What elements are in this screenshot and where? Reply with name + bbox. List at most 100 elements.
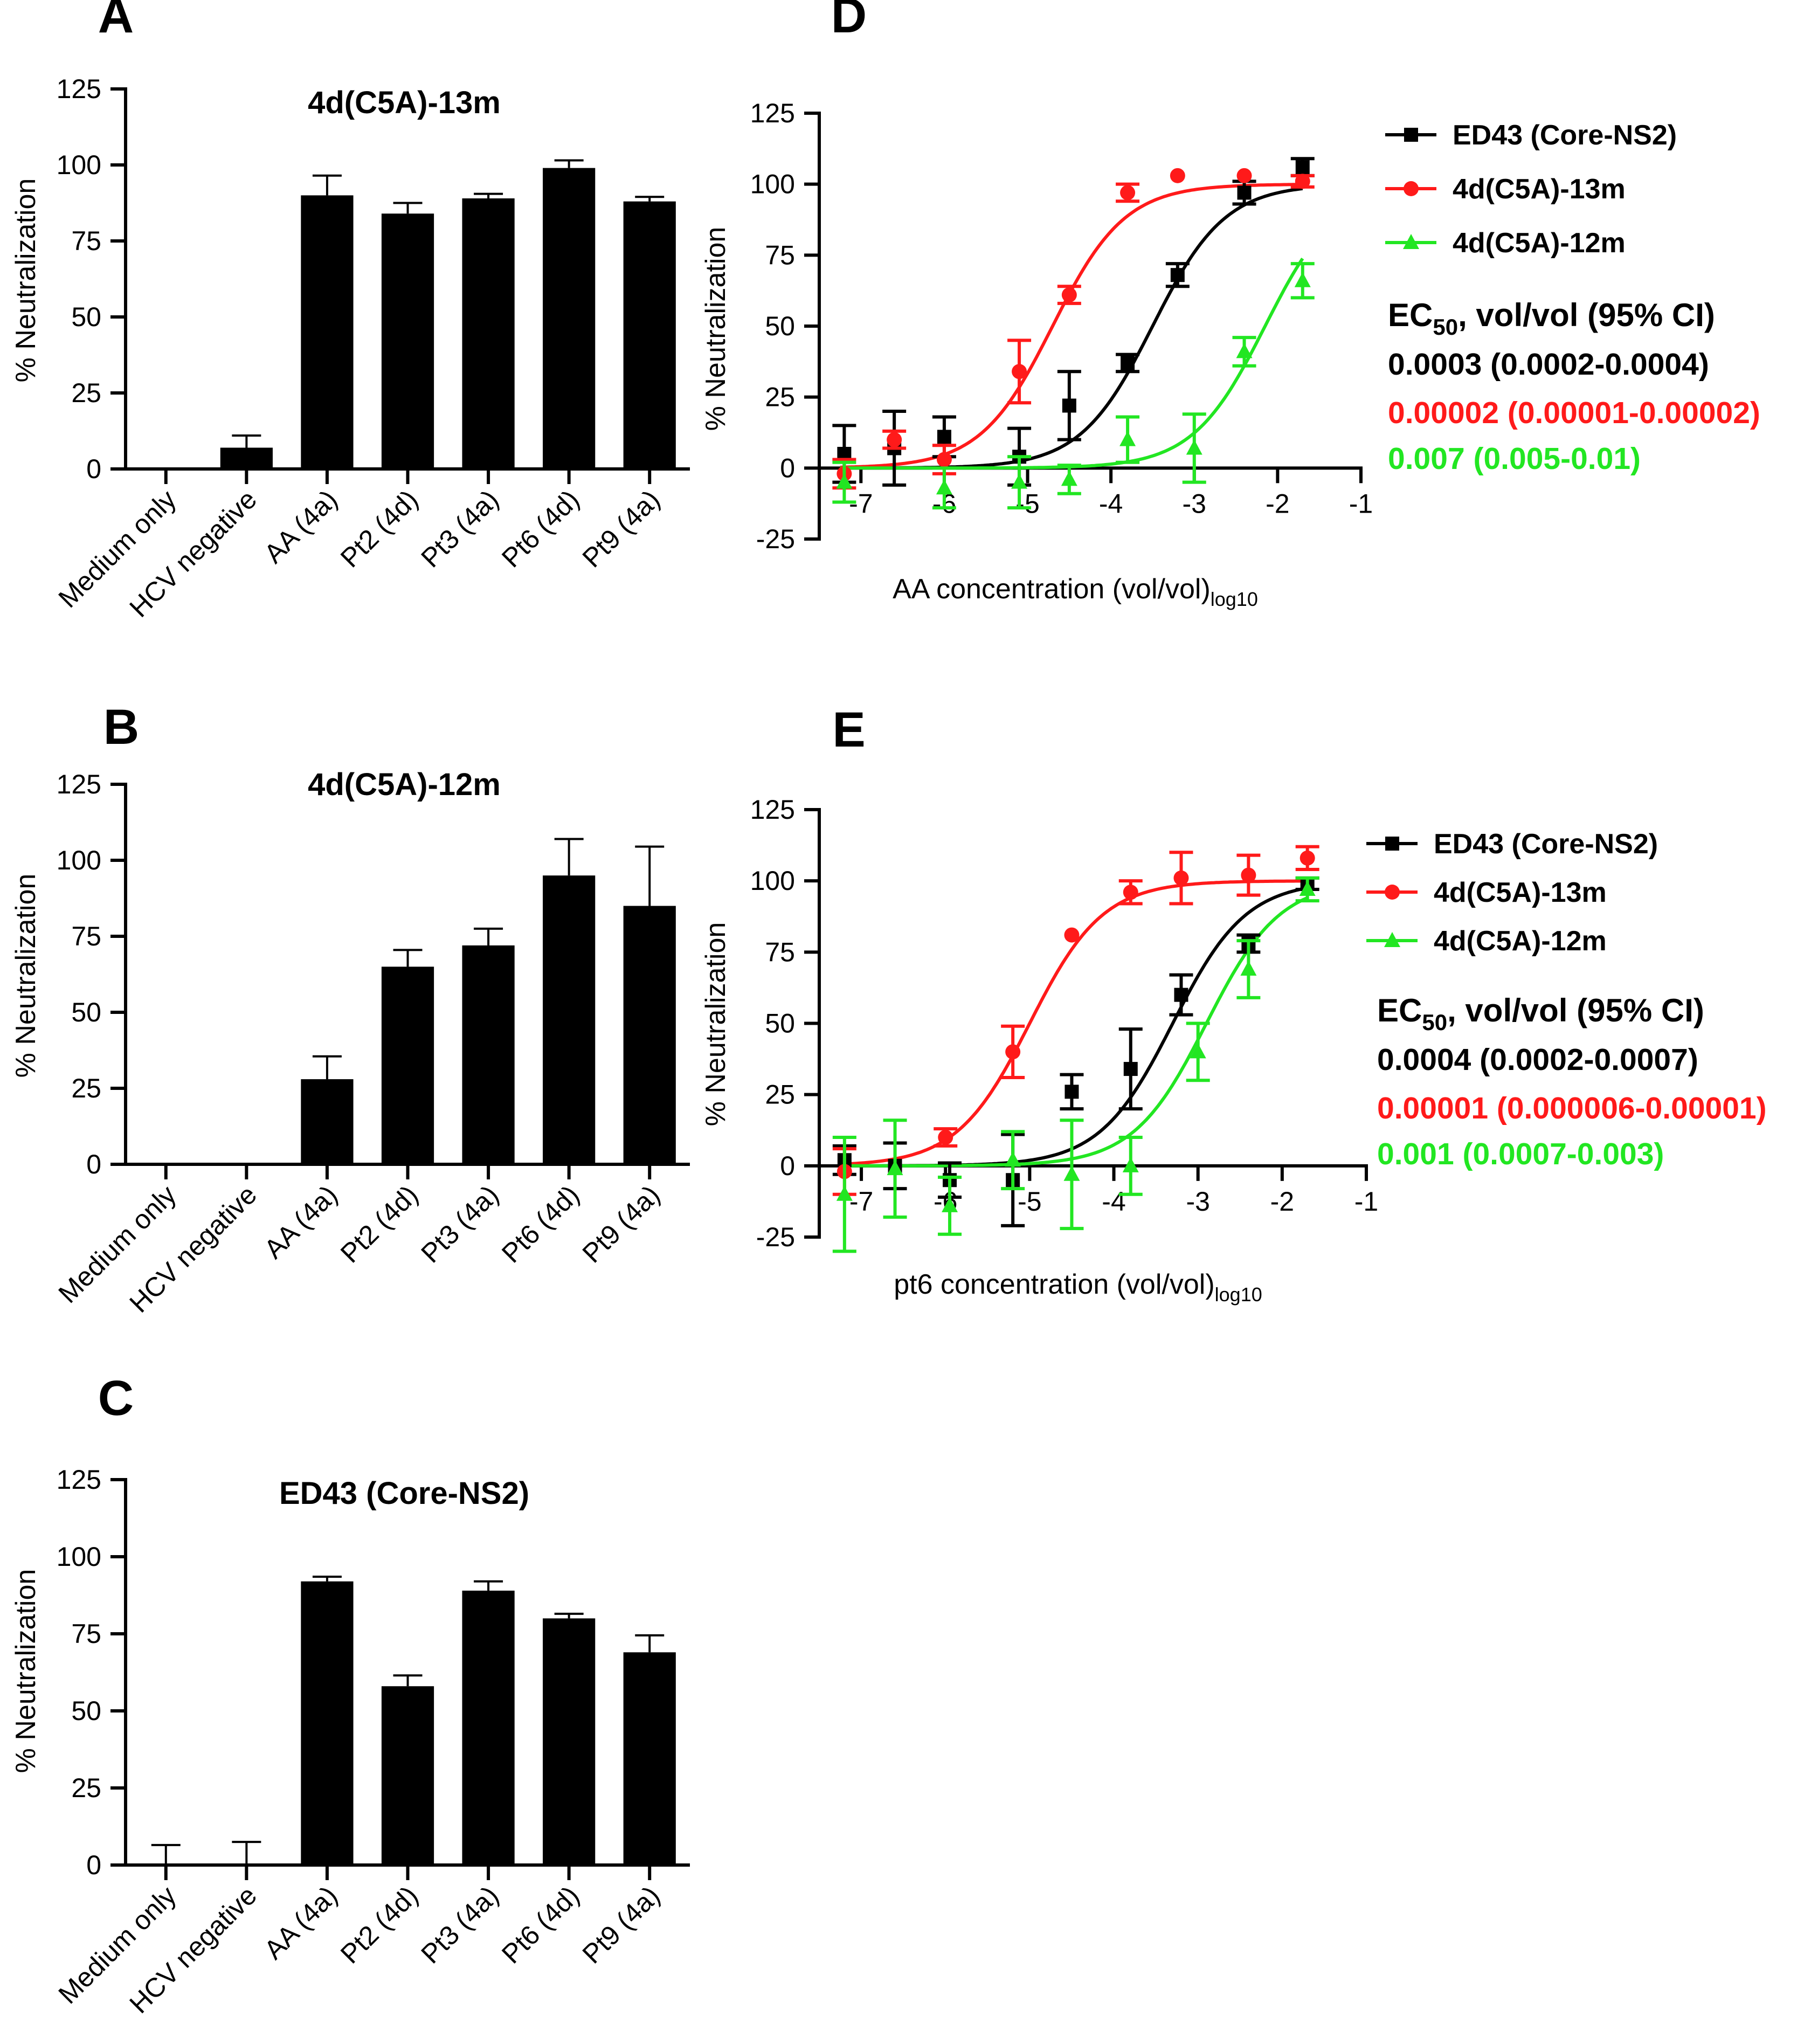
y-tick-label: 75 — [765, 937, 795, 967]
y-axis-label: % Neutralization — [700, 922, 731, 1127]
data-point-triangle — [1119, 431, 1136, 446]
ec50-value: 0.00001 (0.000006-0.00001) — [1377, 1091, 1767, 1125]
data-point-triangle — [1005, 1151, 1021, 1167]
fit-curve — [840, 896, 1308, 1168]
y-tick-label: 100 — [57, 150, 101, 180]
fit-curve — [840, 183, 1303, 469]
y-tick-label: 25 — [71, 1073, 101, 1103]
data-point-triangle — [1384, 932, 1400, 947]
x-axis-label-sub: log10 — [1211, 588, 1258, 610]
y-tick-label: 75 — [71, 1619, 101, 1649]
data-point-triangle — [1122, 1157, 1139, 1172]
bar — [381, 966, 434, 1164]
x-tick-label: Pt3 (4a) — [415, 484, 504, 573]
data-point-triangle — [887, 1160, 903, 1176]
x-tick-label: AA (4a) — [258, 1880, 343, 1965]
x-tick-label: Pt6 (4d) — [496, 1179, 585, 1268]
data-point-triangle — [1063, 1165, 1080, 1181]
bar — [381, 213, 434, 469]
chart-title: 4d(C5A)-12m — [308, 767, 501, 802]
data-point-square — [1065, 1085, 1079, 1099]
data-point-square — [1170, 268, 1185, 282]
data-point-circle — [938, 1129, 953, 1145]
ec50-heading-main: EC — [1377, 992, 1422, 1028]
chart-title: ED43 (Core-NS2) — [279, 1476, 529, 1511]
data-point-circle — [1300, 850, 1315, 866]
panel-label: D — [831, 0, 867, 43]
bar — [623, 201, 676, 469]
legend-label: 4d(C5A)-12m — [1453, 227, 1626, 259]
panel-label: C — [98, 1371, 134, 1426]
y-tick-label: 75 — [71, 226, 101, 256]
y-tick-label: 125 — [57, 769, 101, 799]
y-tick-label: 0 — [86, 1850, 101, 1880]
x-tick-label: AA (4a) — [258, 484, 343, 569]
data-point-square — [1174, 988, 1188, 1002]
y-tick-label: 100 — [57, 845, 101, 875]
y-axis-label: % Neutralization — [10, 1569, 42, 1773]
data-point-circle — [1064, 927, 1080, 943]
y-tick-label: 0 — [86, 454, 101, 484]
x-tick-label: Pt9 (4a) — [577, 1880, 666, 1969]
bar — [462, 945, 515, 1164]
legend-label: 4d(C5A)-12m — [1434, 926, 1607, 957]
data-point-circle — [1385, 885, 1400, 900]
data-point-circle — [1170, 168, 1185, 183]
x-tick-label: -2 — [1270, 1186, 1294, 1217]
ec50-heading: EC50, vol/vol (95% CI) — [1388, 297, 1715, 340]
y-tick-label: 100 — [57, 1542, 101, 1572]
data-point-circle — [1404, 181, 1419, 196]
ec50-value: 0.007 (0.005-0.01) — [1388, 441, 1641, 476]
x-tick-label: -4 — [1099, 488, 1123, 519]
bar — [301, 1079, 354, 1164]
ec50-heading-sub: 50 — [1433, 314, 1458, 340]
data-point-circle — [1295, 174, 1310, 189]
data-point-triangle — [1403, 234, 1419, 249]
y-tick-label: 50 — [71, 1696, 101, 1726]
chart-title: 4d(C5A)-13m — [308, 85, 501, 120]
bar — [301, 195, 354, 469]
bar — [381, 1686, 434, 1865]
y-tick-label: 25 — [71, 1773, 101, 1803]
ec50-value: 0.00002 (0.00001-0.00002) — [1388, 396, 1760, 430]
x-tick-label: Pt2 (4d) — [335, 1880, 424, 1969]
data-point-square — [1237, 185, 1252, 200]
ec50-heading-rest: , vol/vol (95% CI) — [1458, 297, 1715, 333]
y-tick-label: 125 — [750, 98, 795, 128]
y-tick-label: 50 — [765, 311, 795, 341]
y-tick-label: 125 — [57, 1465, 101, 1495]
data-point-circle — [887, 432, 902, 447]
data-point-circle — [1236, 168, 1252, 183]
data-point-triangle — [936, 479, 952, 495]
x-axis-label-sub: log10 — [1215, 1283, 1262, 1306]
x-tick-label: -2 — [1266, 488, 1289, 519]
data-point-circle — [1005, 1044, 1021, 1060]
y-tick-label: 25 — [765, 382, 795, 412]
bar — [543, 1618, 596, 1865]
ec50-value: 0.0004 (0.0002-0.0007) — [1377, 1042, 1698, 1077]
data-point-triangle — [1011, 473, 1028, 489]
x-axis-label: AA concentration (vol/vol)log10 — [893, 574, 1258, 610]
y-tick-label: 50 — [71, 302, 101, 332]
data-point-circle — [1173, 870, 1189, 886]
data-point-triangle — [836, 1185, 853, 1201]
bar — [220, 447, 273, 469]
data-point-triangle — [1061, 471, 1077, 486]
panel-label: A — [98, 0, 134, 43]
x-tick-label: -3 — [1186, 1186, 1209, 1217]
data-point-square — [1123, 1062, 1138, 1076]
y-tick-label: 100 — [750, 169, 795, 199]
bar — [462, 198, 515, 469]
y-tick-label: -25 — [756, 524, 795, 554]
x-tick-label: Pt2 (4d) — [335, 1179, 424, 1268]
legend-label: ED43 (Core-NS2) — [1434, 828, 1658, 860]
bar — [301, 1581, 354, 1865]
x-axis-label-main: AA concentration (vol/vol) — [893, 574, 1211, 605]
x-tick-label: Pt2 (4d) — [335, 484, 424, 573]
fit-curve — [840, 187, 1303, 470]
x-axis-label-main: pt6 concentration (vol/vol) — [894, 1269, 1214, 1300]
data-point-square — [937, 430, 951, 444]
bar-panel-a: A 4d(C5A)-13m % Neutralization 0 25 50 75 100 12… — [10, 0, 690, 623]
